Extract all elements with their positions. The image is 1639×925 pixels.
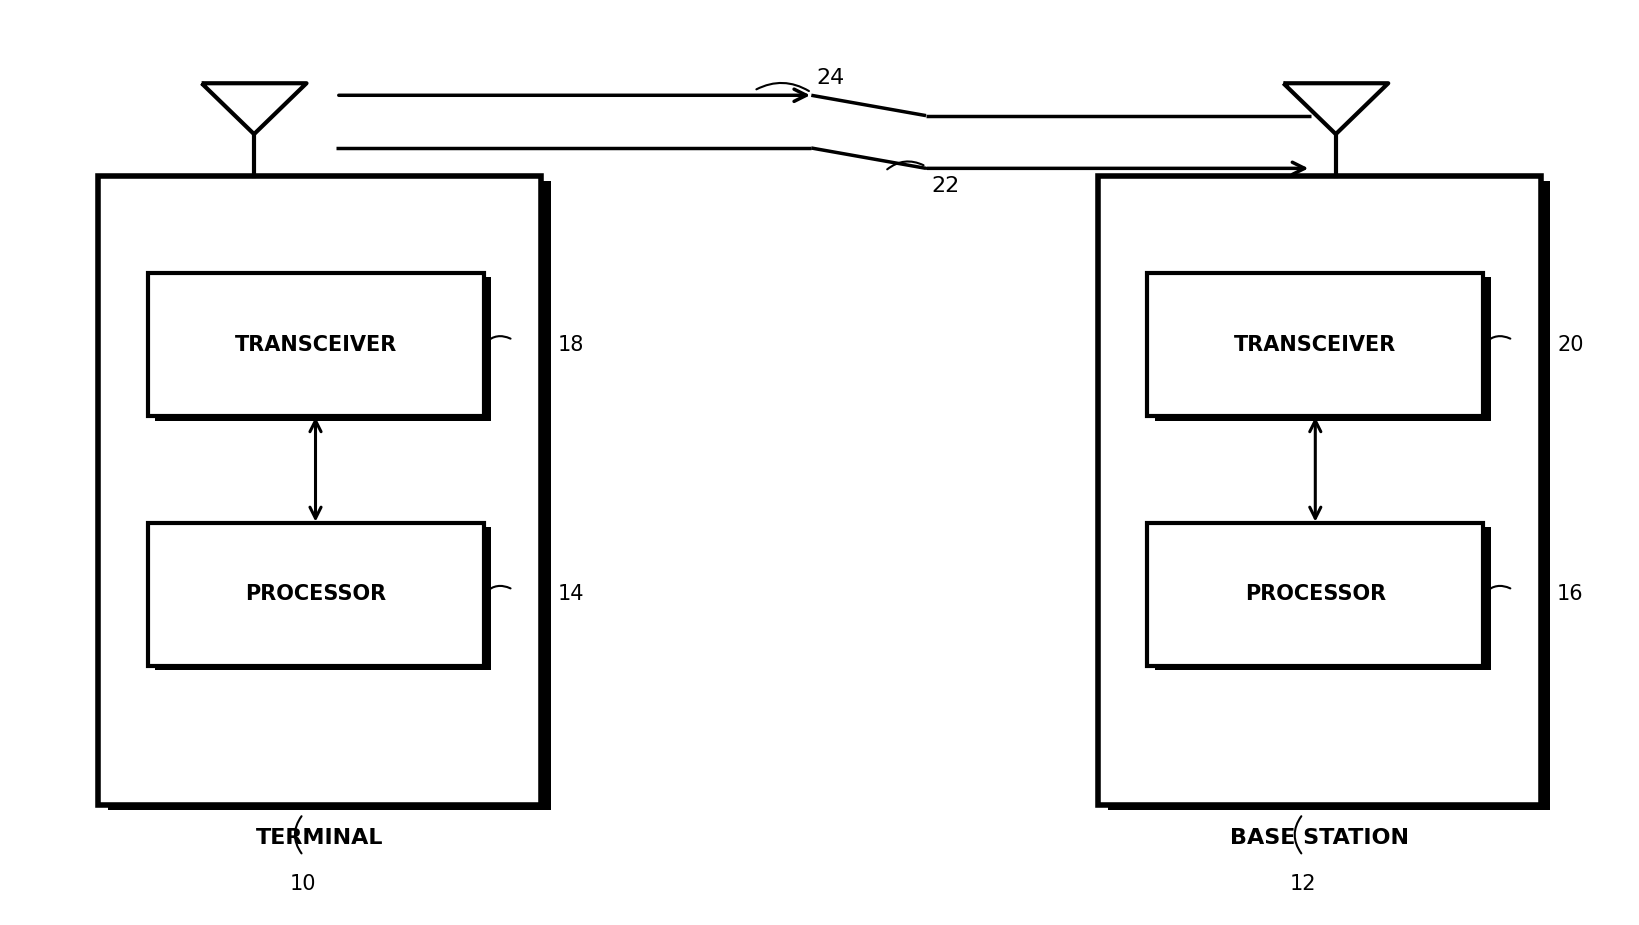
Text: TRANSCEIVER: TRANSCEIVER bbox=[1234, 335, 1396, 354]
Text: 16: 16 bbox=[1557, 585, 1583, 604]
Bar bbox=[1155, 527, 1491, 671]
Text: 18: 18 bbox=[557, 335, 583, 354]
Text: BASE STATION: BASE STATION bbox=[1229, 828, 1410, 848]
Bar bbox=[1108, 181, 1550, 810]
Text: PROCESSOR: PROCESSOR bbox=[1244, 585, 1387, 604]
Bar bbox=[156, 527, 492, 671]
Text: 14: 14 bbox=[557, 585, 583, 604]
Text: TERMINAL: TERMINAL bbox=[256, 828, 384, 848]
Text: 22: 22 bbox=[931, 176, 959, 196]
Text: 12: 12 bbox=[1290, 874, 1316, 894]
Bar bbox=[148, 523, 484, 666]
Bar bbox=[1147, 523, 1483, 666]
Bar bbox=[156, 278, 492, 421]
Text: 10: 10 bbox=[290, 874, 316, 894]
Text: TRANSCEIVER: TRANSCEIVER bbox=[234, 335, 397, 354]
Text: PROCESSOR: PROCESSOR bbox=[244, 585, 387, 604]
Bar bbox=[108, 181, 551, 810]
Bar bbox=[1155, 278, 1491, 421]
Text: 24: 24 bbox=[816, 68, 844, 88]
Bar bbox=[148, 273, 484, 416]
Bar bbox=[1098, 176, 1541, 805]
Text: 20: 20 bbox=[1557, 335, 1583, 354]
Bar bbox=[1147, 273, 1483, 416]
Bar bbox=[98, 176, 541, 805]
